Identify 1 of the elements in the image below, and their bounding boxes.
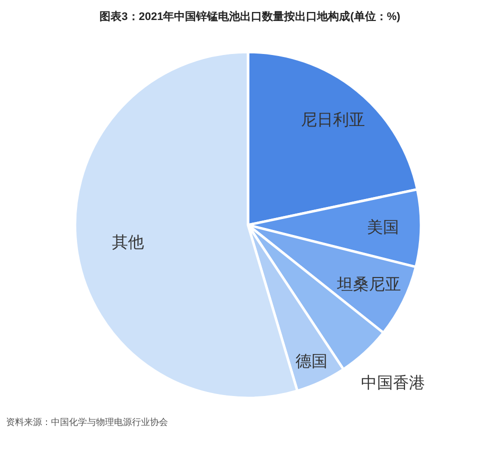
title: 图表3：2021年中国锌锰电池出口数量按出口地构成(单位：%)	[100, 11, 400, 23]
